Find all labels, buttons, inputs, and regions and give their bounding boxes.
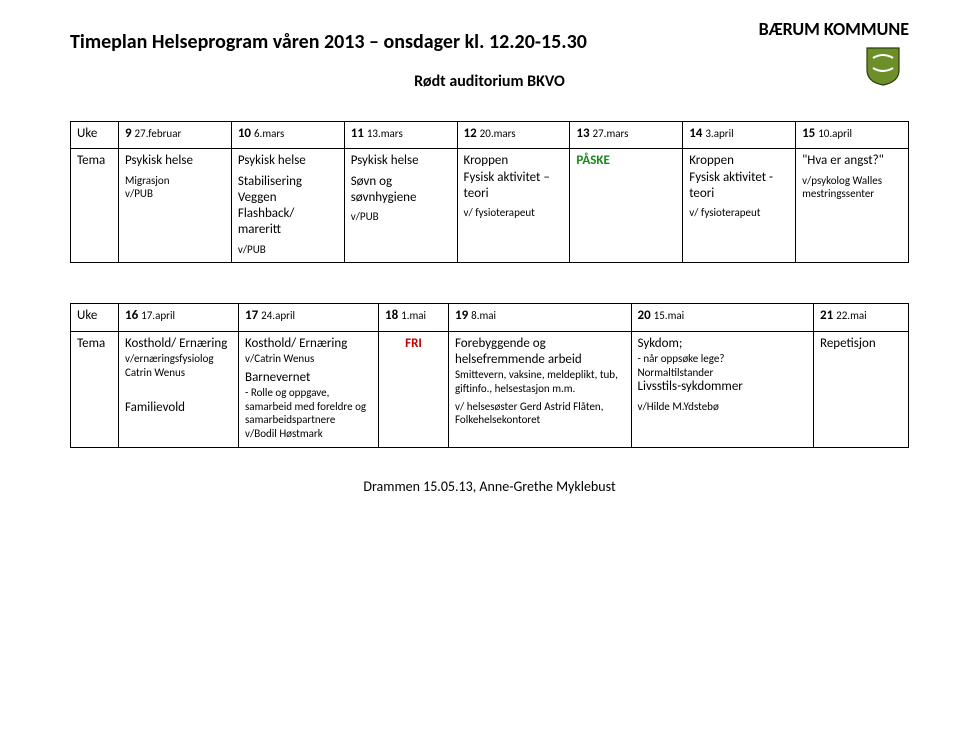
cell-line: Søvn og søvnhygiene <box>351 174 451 207</box>
row-label-uke: Uke <box>71 304 119 331</box>
cell-line: Fysisk aktivitet - teori <box>689 170 789 203</box>
cell-title: Kroppen <box>464 153 564 169</box>
cell-line: v/PUB <box>238 243 338 257</box>
cell-line: Familievold <box>125 400 232 416</box>
cell-highlight: FRI <box>385 336 442 352</box>
week-header: 9 27.februar <box>119 122 232 149</box>
cell: Sykdom; - når oppsøke lege? Normaltilsta… <box>631 331 814 447</box>
week-header: 19 8.mai <box>449 304 632 331</box>
cell-line: v/ernæringsfysiolog Catrin Wenus <box>125 352 232 380</box>
cell-line: v/ fysioterapeut <box>689 206 789 220</box>
cell-title: Psykisk helse <box>125 153 225 169</box>
cell-title: Psykisk helse <box>238 153 338 169</box>
cell-line: mareritt <box>238 222 338 238</box>
week-header: 10 6.mars <box>231 122 344 149</box>
week-header: 12 20.mars <box>457 122 570 149</box>
cell-line: v/ fysioterapeut <box>464 206 564 220</box>
cell: "Hva er angst?" v/psykolog Walles mestri… <box>796 149 909 263</box>
cell-line: - når oppsøke lege? <box>638 352 808 366</box>
week-header: 14 3.april <box>683 122 796 149</box>
cell-title: Repetisjon <box>820 336 902 352</box>
table-row: Uke 16 17.april 17 24.april 18 1.mai 19 … <box>71 304 909 331</box>
cell-line: Fysisk aktivitet – teori <box>464 170 564 203</box>
cell-title: Kosthold/ Ernæring <box>125 336 232 352</box>
week-header: 18 1.mai <box>379 304 449 331</box>
cell: PÅSKE <box>570 149 683 263</box>
cell: Repetisjon <box>814 331 909 447</box>
cell-line: Veggen <box>238 190 338 206</box>
org-logo-block: BÆRUM KOMMUNE <box>759 18 909 91</box>
cell: Psykisk helse Stabilisering Veggen Flash… <box>231 149 344 263</box>
cell-title: "Hva er angst?" <box>802 153 902 169</box>
cell-title: Psykisk helse <box>351 153 451 169</box>
schedule-table-2: Uke 16 17.april 17 24.april 18 1.mai 19 … <box>70 303 909 448</box>
week-header: 20 15.mai <box>631 304 814 331</box>
cell-line: Normaltilstander <box>638 366 808 380</box>
cell: Kroppen Fysisk aktivitet – teori v/ fysi… <box>457 149 570 263</box>
table-row: Tema Kosthold/ Ernæring v/ernæringsfysio… <box>71 331 909 447</box>
cell-line: v/PUB <box>351 210 451 224</box>
cell-line: v/Hilde M.Ydstebø <box>638 400 808 414</box>
week-header: 15 10.april <box>796 122 909 149</box>
cell-title: Kroppen <box>689 153 789 169</box>
week-header: 21 22.mai <box>814 304 909 331</box>
cell: Psykisk helse Migrasjon v/PUB <box>119 149 232 263</box>
cell-line: Livsstils-sykdommer <box>638 379 808 395</box>
table-row: Uke 9 27.februar 10 6.mars 11 13.mars 12… <box>71 122 909 149</box>
cell-line: v/ helsesøster Gerd Astrid Flåten, Folke… <box>455 400 625 428</box>
week-header: 16 17.april <box>119 304 239 331</box>
cell-line: v/psykolog Walles mestringssenter <box>802 174 902 202</box>
table-row: Tema Psykisk helse Migrasjon v/PUB Psyki… <box>71 149 909 263</box>
cell-line: v/Bodil Høstmark <box>245 427 372 441</box>
week-header: 11 13.mars <box>344 122 457 149</box>
row-label-tema: Tema <box>71 149 119 263</box>
shield-icon <box>865 46 901 86</box>
cell-line: - Rolle og oppgave, samarbeid med foreld… <box>245 386 372 427</box>
cell-title: Sykdom; <box>638 336 808 352</box>
row-label-tema: Tema <box>71 331 119 447</box>
cell-line: Smittevern, vaksine, meldeplikt, tub, gi… <box>455 368 625 396</box>
schedule-table-1: Uke 9 27.februar 10 6.mars 11 13.mars 12… <box>70 121 909 263</box>
cell: FRI <box>379 331 449 447</box>
cell-line: v/PUB <box>125 187 225 201</box>
cell-title: Kosthold/ Ernæring <box>245 336 372 352</box>
org-name: BÆRUM KOMMUNE <box>759 18 909 40</box>
cell-subtitle: Barnevernet <box>245 370 372 386</box>
week-header: 13 27.mars <box>570 122 683 149</box>
cell-line: Migrasjon <box>125 174 225 188</box>
cell-line: v/Catrin Wenus <box>245 352 372 366</box>
cell-highlight: PÅSKE <box>576 153 676 169</box>
cell: Kroppen Fysisk aktivitet - teori v/ fysi… <box>683 149 796 263</box>
week-header: 17 24.april <box>239 304 379 331</box>
cell: Psykisk helse Søvn og søvnhygiene v/PUB <box>344 149 457 263</box>
row-label-uke: Uke <box>71 122 119 149</box>
cell: Kosthold/ Ernæring v/ernæringsfysiolog C… <box>119 331 239 447</box>
cell-line: Stabilisering <box>238 174 338 190</box>
cell: Forebyggende og helsefremmende arbeid Sm… <box>449 331 632 447</box>
footer-text: Drammen 15.05.13, Anne-Grethe Myklebust <box>70 478 909 495</box>
cell-title: Forebyggende og helsefremmende arbeid <box>455 336 625 369</box>
cell: Kosthold/ Ernæring v/Catrin Wenus Barnev… <box>239 331 379 447</box>
cell-line: Flashback/ <box>238 206 338 222</box>
